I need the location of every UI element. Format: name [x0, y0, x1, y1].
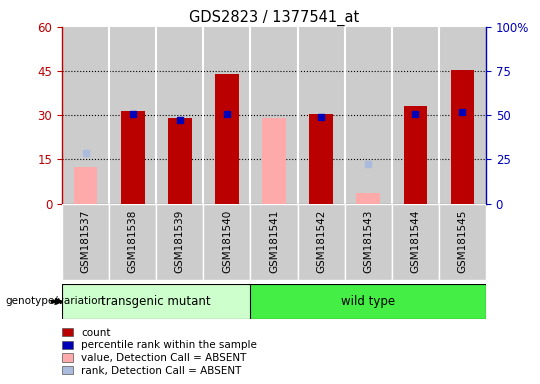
Bar	[251, 27, 298, 204]
Bar	[345, 204, 392, 280]
Text: GSM181542: GSM181542	[316, 210, 326, 273]
Bar	[298, 27, 345, 204]
Bar	[168, 118, 192, 204]
Bar	[109, 204, 156, 280]
Bar	[309, 114, 333, 204]
Text: GSM181543: GSM181543	[363, 210, 373, 273]
Text: transgenic mutant: transgenic mutant	[102, 295, 211, 308]
Bar	[204, 27, 251, 204]
Bar	[215, 74, 239, 204]
Text: GSM181545: GSM181545	[457, 210, 468, 273]
Bar	[298, 204, 345, 280]
Bar	[204, 204, 251, 280]
Text: GSM181539: GSM181539	[175, 210, 185, 273]
Text: GSM181538: GSM181538	[128, 210, 138, 273]
Text: GSM181537: GSM181537	[80, 210, 91, 273]
Text: GSM181541: GSM181541	[269, 210, 279, 273]
Bar	[251, 284, 486, 319]
Bar	[439, 204, 486, 280]
Bar	[392, 27, 439, 204]
Bar	[62, 284, 251, 319]
Bar	[356, 193, 380, 204]
Legend: count, percentile rank within the sample, value, Detection Call = ABSENT, rank, : count, percentile rank within the sample…	[59, 325, 260, 379]
Bar	[62, 27, 109, 204]
Bar	[392, 204, 439, 280]
Title: GDS2823 / 1377541_at: GDS2823 / 1377541_at	[189, 9, 359, 25]
Bar	[109, 27, 156, 204]
Bar	[156, 27, 204, 204]
Bar	[251, 204, 298, 280]
Bar	[62, 204, 109, 280]
Text: GSM181544: GSM181544	[410, 210, 420, 273]
Bar	[403, 106, 427, 204]
Bar	[439, 27, 486, 204]
Bar	[451, 70, 474, 204]
Text: GSM181540: GSM181540	[222, 210, 232, 273]
Bar	[74, 167, 97, 204]
Bar	[156, 204, 204, 280]
Bar	[121, 111, 145, 204]
Bar	[262, 118, 286, 204]
Bar	[345, 27, 392, 204]
Text: wild type: wild type	[341, 295, 395, 308]
Text: genotype/variation: genotype/variation	[5, 296, 105, 306]
